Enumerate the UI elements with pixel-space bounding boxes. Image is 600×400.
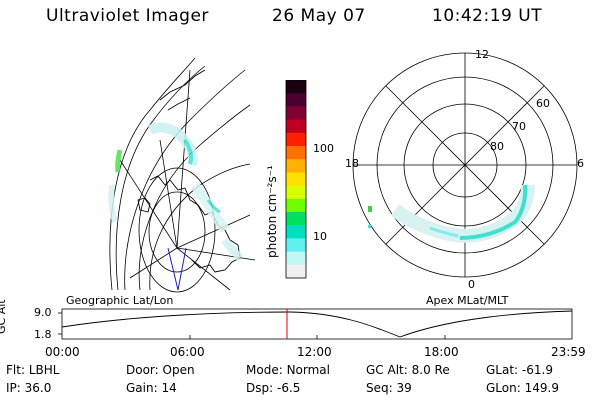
stat-flt: Flt: LBHL: [6, 363, 60, 377]
colorbar-band: [286, 119, 306, 134]
geographic-map: [108, 57, 256, 293]
xtick-0000: 00:00: [45, 345, 80, 359]
mlt-label-18: 18: [345, 157, 359, 170]
instrument-title: Ultraviolet Imager: [46, 6, 209, 26]
mlt-label-12: 12: [475, 48, 489, 61]
altitude-ytick-high: 9.0: [34, 306, 52, 319]
stat-mode: Mode: Normal: [246, 363, 330, 377]
colorbar-band: [286, 238, 306, 253]
polar-plot: [352, 52, 578, 278]
colorbar-band: [286, 172, 306, 187]
colorbar-band: [286, 132, 306, 147]
mlat-label-80: 80: [490, 140, 504, 153]
colorbar-band: [286, 159, 306, 173]
colorbar-band: [286, 251, 306, 266]
time-label: 10:42:19 UT: [432, 6, 543, 26]
mlt-label-0: 0: [468, 278, 475, 291]
xtick-0600: 06:00: [170, 345, 205, 359]
colorbar-tick-100: 100: [313, 142, 334, 155]
colorbar-unit-label: photon cm⁻²s⁻¹: [265, 165, 279, 258]
colorbar-band: [286, 80, 306, 94]
colorbar: [285, 80, 307, 279]
colorbar-band: [286, 185, 306, 200]
auroral-oval-polar: [368, 184, 535, 243]
stat-door: Door: Open: [126, 363, 195, 377]
stat-gc-alt: GC Alt: 8.0 Re: [366, 363, 450, 377]
colorbar-band: [286, 198, 306, 213]
altitude-curve: [61, 310, 573, 338]
colorbar-band: [286, 212, 306, 226]
stat-glon: GLon: 149.9: [486, 381, 559, 395]
satellite-footprint: [167, 247, 187, 291]
mlt-label-6: 6: [577, 157, 584, 170]
earth-limb: [109, 57, 196, 291]
date-label: 26 May 07: [272, 6, 366, 26]
panel-label-right: Apex MLat/MLT: [426, 294, 509, 307]
stat-dsp: Dsp: -6.5: [246, 381, 301, 395]
mlat-label-60: 60: [536, 97, 550, 110]
colorbar-band: [286, 225, 306, 239]
colorbar-band: [286, 93, 306, 107]
altitude-ylabel: GC Alt: [0, 299, 8, 334]
panel-label-left: Geographic Lat/Lon: [66, 294, 174, 307]
colorbar-band: [286, 146, 306, 160]
stat-gain: Gain: 14: [126, 381, 177, 395]
mlat-label-70: 70: [512, 120, 526, 133]
stat-ip: IP: 36.0: [6, 381, 52, 395]
colorbar-band: [286, 264, 306, 279]
stat-glat: GLat: -61.9: [486, 363, 553, 377]
colorbar-tick-10: 10: [313, 230, 327, 243]
stat-seq: Seq: 39: [366, 381, 412, 395]
altitude-ytick-low: 1.8: [34, 328, 52, 341]
auroral-oval-geo: [108, 122, 244, 261]
xtick-1200: 12:00: [297, 345, 332, 359]
xtick-2359: 23:59: [551, 345, 586, 359]
colorbar-band: [286, 106, 306, 121]
xtick-1800: 18:00: [424, 345, 459, 359]
altitude-plot: [58, 308, 573, 340]
